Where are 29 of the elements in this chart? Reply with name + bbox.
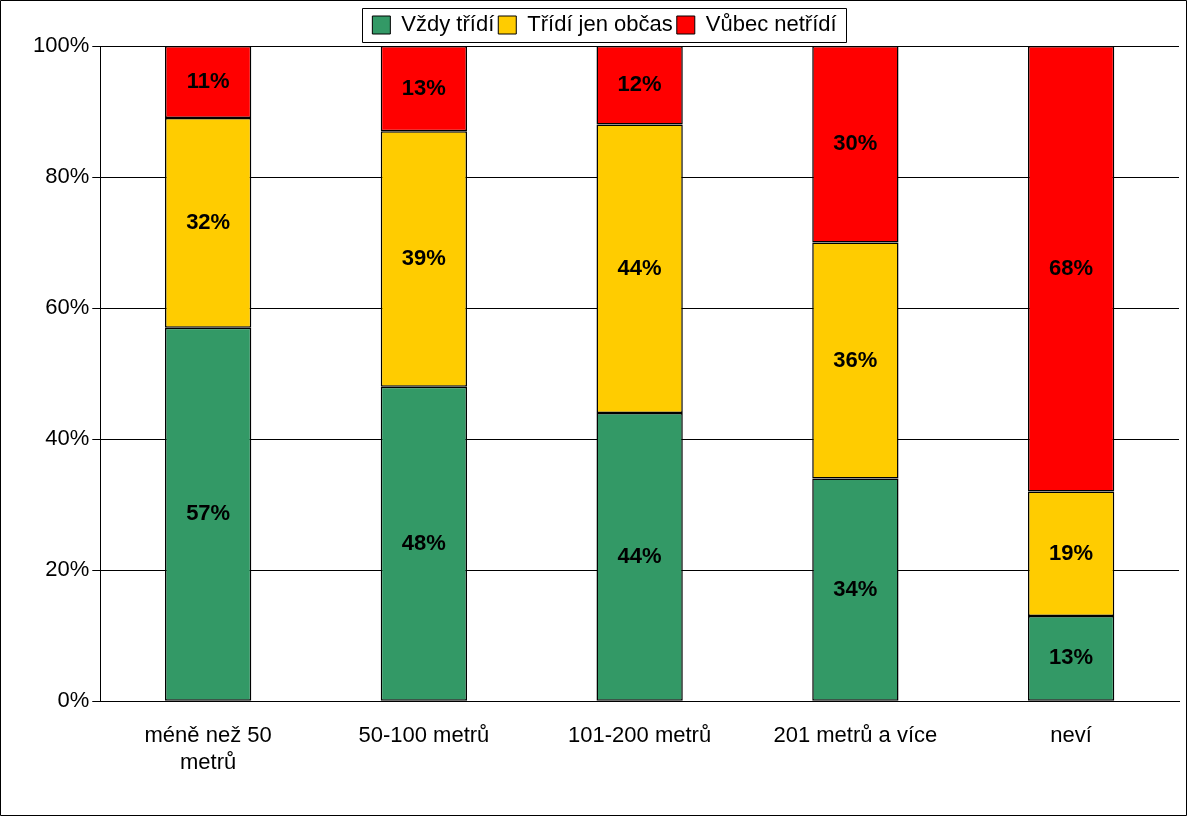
data-label: 44% xyxy=(617,542,662,568)
x-tick-label: méně než 50 metrů xyxy=(144,722,272,774)
y-tick-label: 60% xyxy=(45,294,90,320)
legend-label: Vždy třídí xyxy=(401,11,495,37)
data-label: 32% xyxy=(186,208,231,234)
data-label: 12% xyxy=(617,71,662,97)
y-tick-label: 40% xyxy=(45,425,90,451)
legend-label: Vůbec netřídí xyxy=(705,11,837,37)
data-label: 34% xyxy=(833,575,878,601)
y-tick-label: 20% xyxy=(45,556,90,582)
x-tick-label: 201 metrů a více xyxy=(773,722,938,748)
data-label: 30% xyxy=(833,130,878,156)
data-label: 13% xyxy=(1049,644,1094,670)
data-label: 13% xyxy=(401,74,446,100)
y-tick-label: 100% xyxy=(32,32,90,58)
data-label: 48% xyxy=(401,529,446,555)
y-tick-label: 80% xyxy=(45,163,90,189)
x-tick-label: neví xyxy=(1050,722,1092,748)
data-label: 39% xyxy=(401,245,446,270)
x-tick-label: 101-200 metrů xyxy=(568,722,712,748)
legend-label: Třídí jen občas xyxy=(527,11,673,37)
data-label: 68% xyxy=(1049,254,1094,280)
x-tick-label: 50-100 metrů xyxy=(358,722,490,748)
data-label: 57% xyxy=(186,500,231,526)
data-label: 36% xyxy=(833,346,878,372)
y-tick-label: 0% xyxy=(57,687,90,713)
data-label: 11% xyxy=(186,68,230,94)
data-label: 44% xyxy=(617,254,662,280)
data-label: 19% xyxy=(1049,539,1094,565)
